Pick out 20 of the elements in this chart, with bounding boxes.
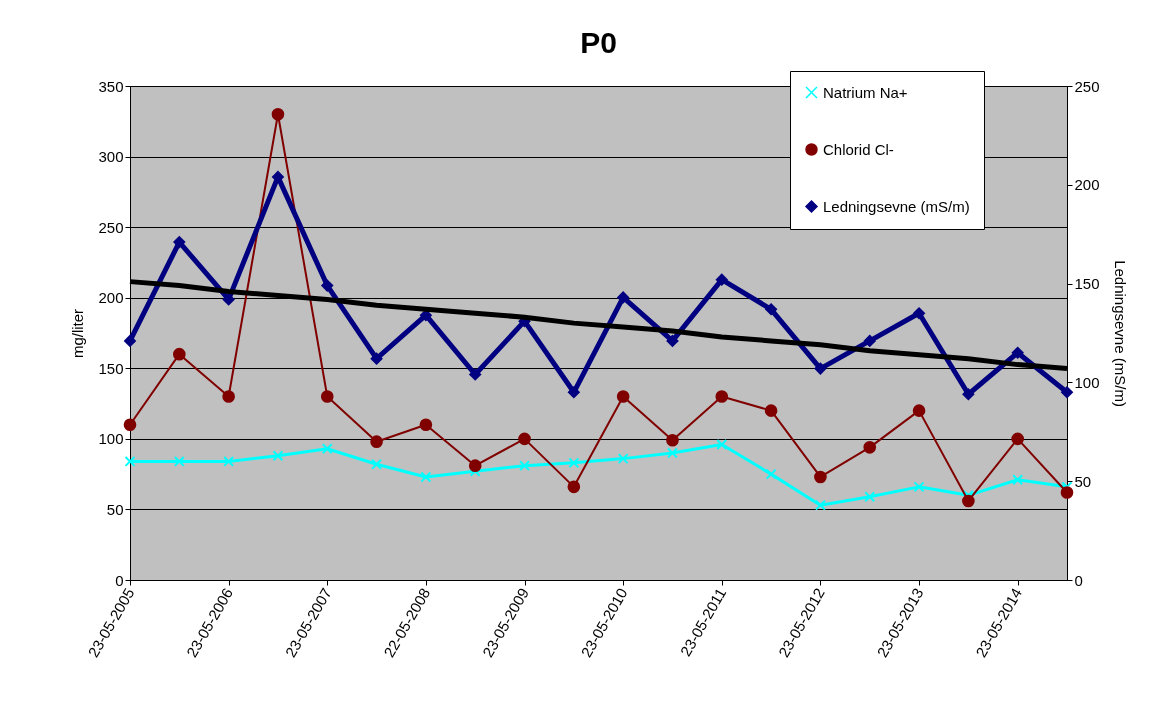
legend-label: Ledningsevne (mS/m)	[823, 197, 970, 215]
y-tick-label: 150	[98, 359, 124, 377]
y2-tick-label: 150	[1074, 275, 1100, 293]
y2-tick-label: 250	[1074, 77, 1100, 95]
chart-title: P0	[580, 25, 617, 59]
y2-tick-label: 200	[1074, 176, 1100, 194]
legend-label: Chlorid Cl-	[823, 140, 894, 158]
legend-label: Natrium Na+	[823, 83, 908, 101]
y2-tick-label: 50	[1074, 472, 1092, 490]
y-tick-label: 350	[98, 77, 124, 95]
y2-axis-title: Ledningsevne (mS/m)	[1111, 260, 1129, 407]
y-tick-label: 50	[106, 500, 124, 518]
y-tick-label: 100	[98, 430, 124, 448]
y-tick-label: 200	[98, 289, 124, 307]
y-tick-label: 300	[98, 148, 124, 166]
y2-tick-label: 0	[1074, 571, 1083, 589]
y2-tick-label: 100	[1074, 373, 1100, 391]
y-tick-label: 0	[115, 571, 124, 589]
y-tick-label: 250	[98, 218, 124, 236]
y-axis-title: mg/liter	[69, 308, 87, 359]
